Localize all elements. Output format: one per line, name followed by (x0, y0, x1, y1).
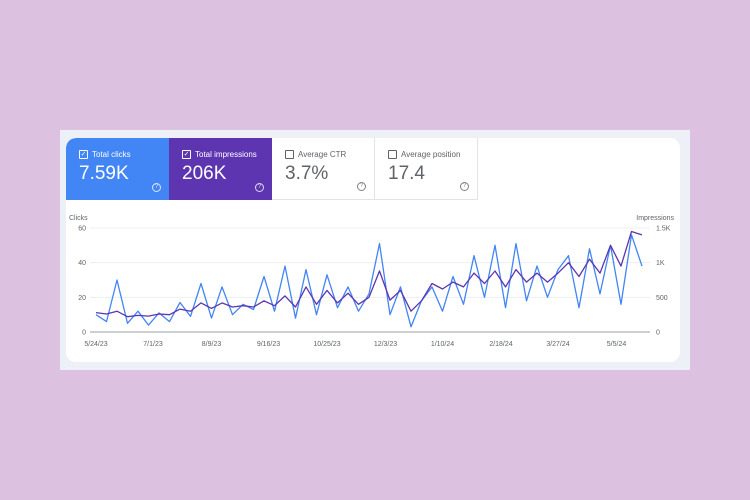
tile-value: 17.4 (388, 163, 425, 184)
x-tick-label: 10/25/23 (313, 341, 340, 348)
tile-value: 206K (182, 163, 227, 184)
checked-checkbox-icon[interactable]: ✓ (79, 150, 88, 159)
x-tick-label: 3/27/24 (546, 341, 569, 348)
x-tick-label: 9/16/23 (257, 341, 280, 348)
performance-panel: ✓ Total clicks 7.59K? ✓ Total impressions 206… (60, 130, 690, 370)
left-axis-label: Clicks (69, 215, 88, 222)
x-tick-label: 5/24/23 (84, 341, 107, 348)
tile-label: ✓ Total impressions (182, 150, 272, 159)
help-icon[interactable]: ? (460, 182, 469, 191)
left-tick-label: 60 (78, 226, 86, 233)
tile-value: 3.7% (285, 163, 329, 184)
x-tick-label: 7/1/23 (143, 341, 163, 348)
checkbox-icon[interactable] (285, 150, 294, 159)
metric-tile-total-clicks[interactable]: ✓ Total clicks 7.59K? (66, 138, 169, 200)
tile-label: ✓ Total clicks (79, 150, 169, 159)
right-axis-label: Impressions (636, 215, 674, 222)
impressions-line (95, 230, 643, 318)
performance-card: ✓ Total clicks 7.59K? ✓ Total impressions 206… (66, 138, 680, 362)
x-tick-label: 5/5/24 (607, 341, 627, 348)
tile-label: Average CTR (285, 150, 374, 159)
tile-label-text: Total clicks (92, 150, 131, 159)
performance-chart: Clicks Impressions 0 0 20 500 40 1K 60 1.5K 5/24/2… (69, 215, 675, 348)
x-tick-label: 1/10/24 (431, 341, 454, 348)
right-tick-label: 1K (656, 260, 665, 267)
tile-value: 7.59K (79, 163, 129, 184)
tile-label-text: Average CTR (298, 150, 347, 159)
clicks-line (95, 234, 643, 328)
x-tick-label: 2/18/24 (489, 341, 512, 348)
left-tick-label: 20 (78, 295, 86, 302)
right-tick-label: 0 (656, 330, 660, 337)
help-icon[interactable]: ? (357, 182, 366, 191)
tile-label-text: Total impressions (195, 150, 257, 159)
x-tick-label: 8/9/23 (202, 341, 222, 348)
tile-label-text: Average position (401, 150, 461, 159)
right-tick-label: 1.5K (656, 226, 671, 233)
metric-tile-total-impressions[interactable]: ✓ Total impressions 206K? (169, 138, 272, 200)
metric-tile-average-ctr[interactable]: Average CTR 3.7%? (272, 138, 375, 200)
metric-tile-average-position[interactable]: Average position 17.4? (375, 138, 478, 200)
left-tick-label: 0 (82, 330, 86, 337)
tile-label: Average position (388, 150, 477, 159)
left-tick-label: 40 (78, 260, 86, 267)
help-icon[interactable]: ? (255, 183, 264, 192)
x-tick-label: 12/3/23 (374, 341, 397, 348)
checkbox-icon[interactable] (388, 150, 397, 159)
help-icon[interactable]: ? (152, 183, 161, 192)
right-tick-label: 500 (656, 295, 668, 302)
checked-checkbox-icon[interactable]: ✓ (182, 150, 191, 159)
